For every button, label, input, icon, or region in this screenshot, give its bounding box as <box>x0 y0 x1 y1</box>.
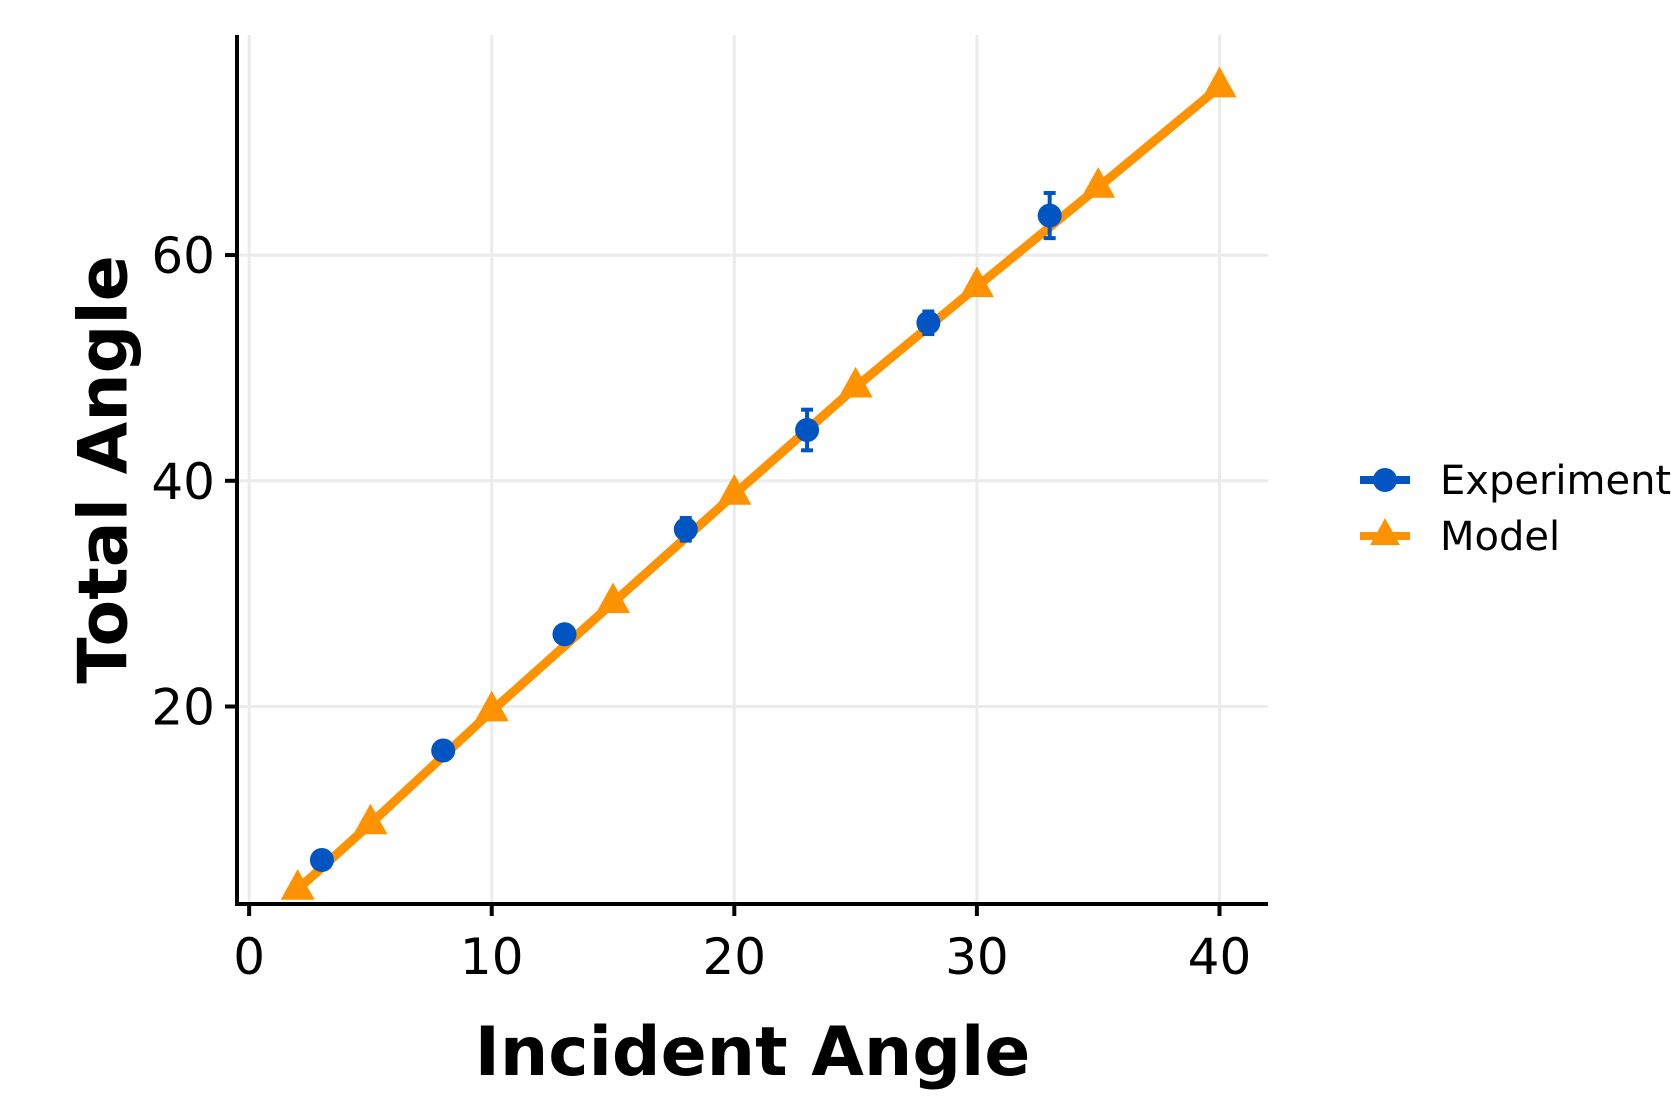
model-point <box>959 266 994 298</box>
y-axis-title: Total Angle <box>65 255 144 684</box>
experiment-point <box>309 847 334 872</box>
legend-key-circle <box>1373 468 1397 492</box>
x-axis-title: Incident Angle <box>475 1013 1031 1092</box>
legend-label: Experiment <box>1440 458 1671 504</box>
x-tick-label: 0 <box>233 928 265 986</box>
model-point <box>474 690 509 722</box>
model-point <box>280 869 315 900</box>
model-point <box>1081 167 1116 198</box>
grid <box>237 35 1268 904</box>
model-point <box>596 582 631 614</box>
y-tick-label: 20 <box>151 679 215 737</box>
model-point <box>717 474 752 505</box>
experiment-point <box>673 517 698 542</box>
legend-item: Experiment <box>1360 458 1671 504</box>
experiment-point <box>795 418 820 442</box>
experiment-series <box>309 191 1062 872</box>
model-point <box>838 366 873 398</box>
legend: Experiment Model <box>1360 458 1671 560</box>
experiment-point <box>916 310 941 335</box>
experiment-point <box>431 738 456 763</box>
tick-labels: 0 10 20 30 40 20 40 60 <box>151 227 1251 986</box>
model-series <box>280 66 1237 900</box>
model-point <box>353 803 388 835</box>
x-tick-label: 40 <box>1188 928 1252 986</box>
legend-item: Model <box>1360 514 1560 560</box>
x-tick-label: 10 <box>460 928 524 986</box>
legend-key-triangle <box>1370 518 1400 546</box>
experiment-point <box>552 622 577 647</box>
experiment-point <box>1037 203 1062 228</box>
y-tick-label: 60 <box>151 227 215 285</box>
y-tick-label: 40 <box>151 453 215 511</box>
legend-label: Model <box>1440 514 1560 560</box>
model-line <box>294 83 1223 893</box>
axes <box>225 35 1268 916</box>
x-tick-label: 20 <box>702 928 766 986</box>
x-tick-label: 30 <box>945 928 1009 986</box>
model-point <box>1202 66 1237 98</box>
